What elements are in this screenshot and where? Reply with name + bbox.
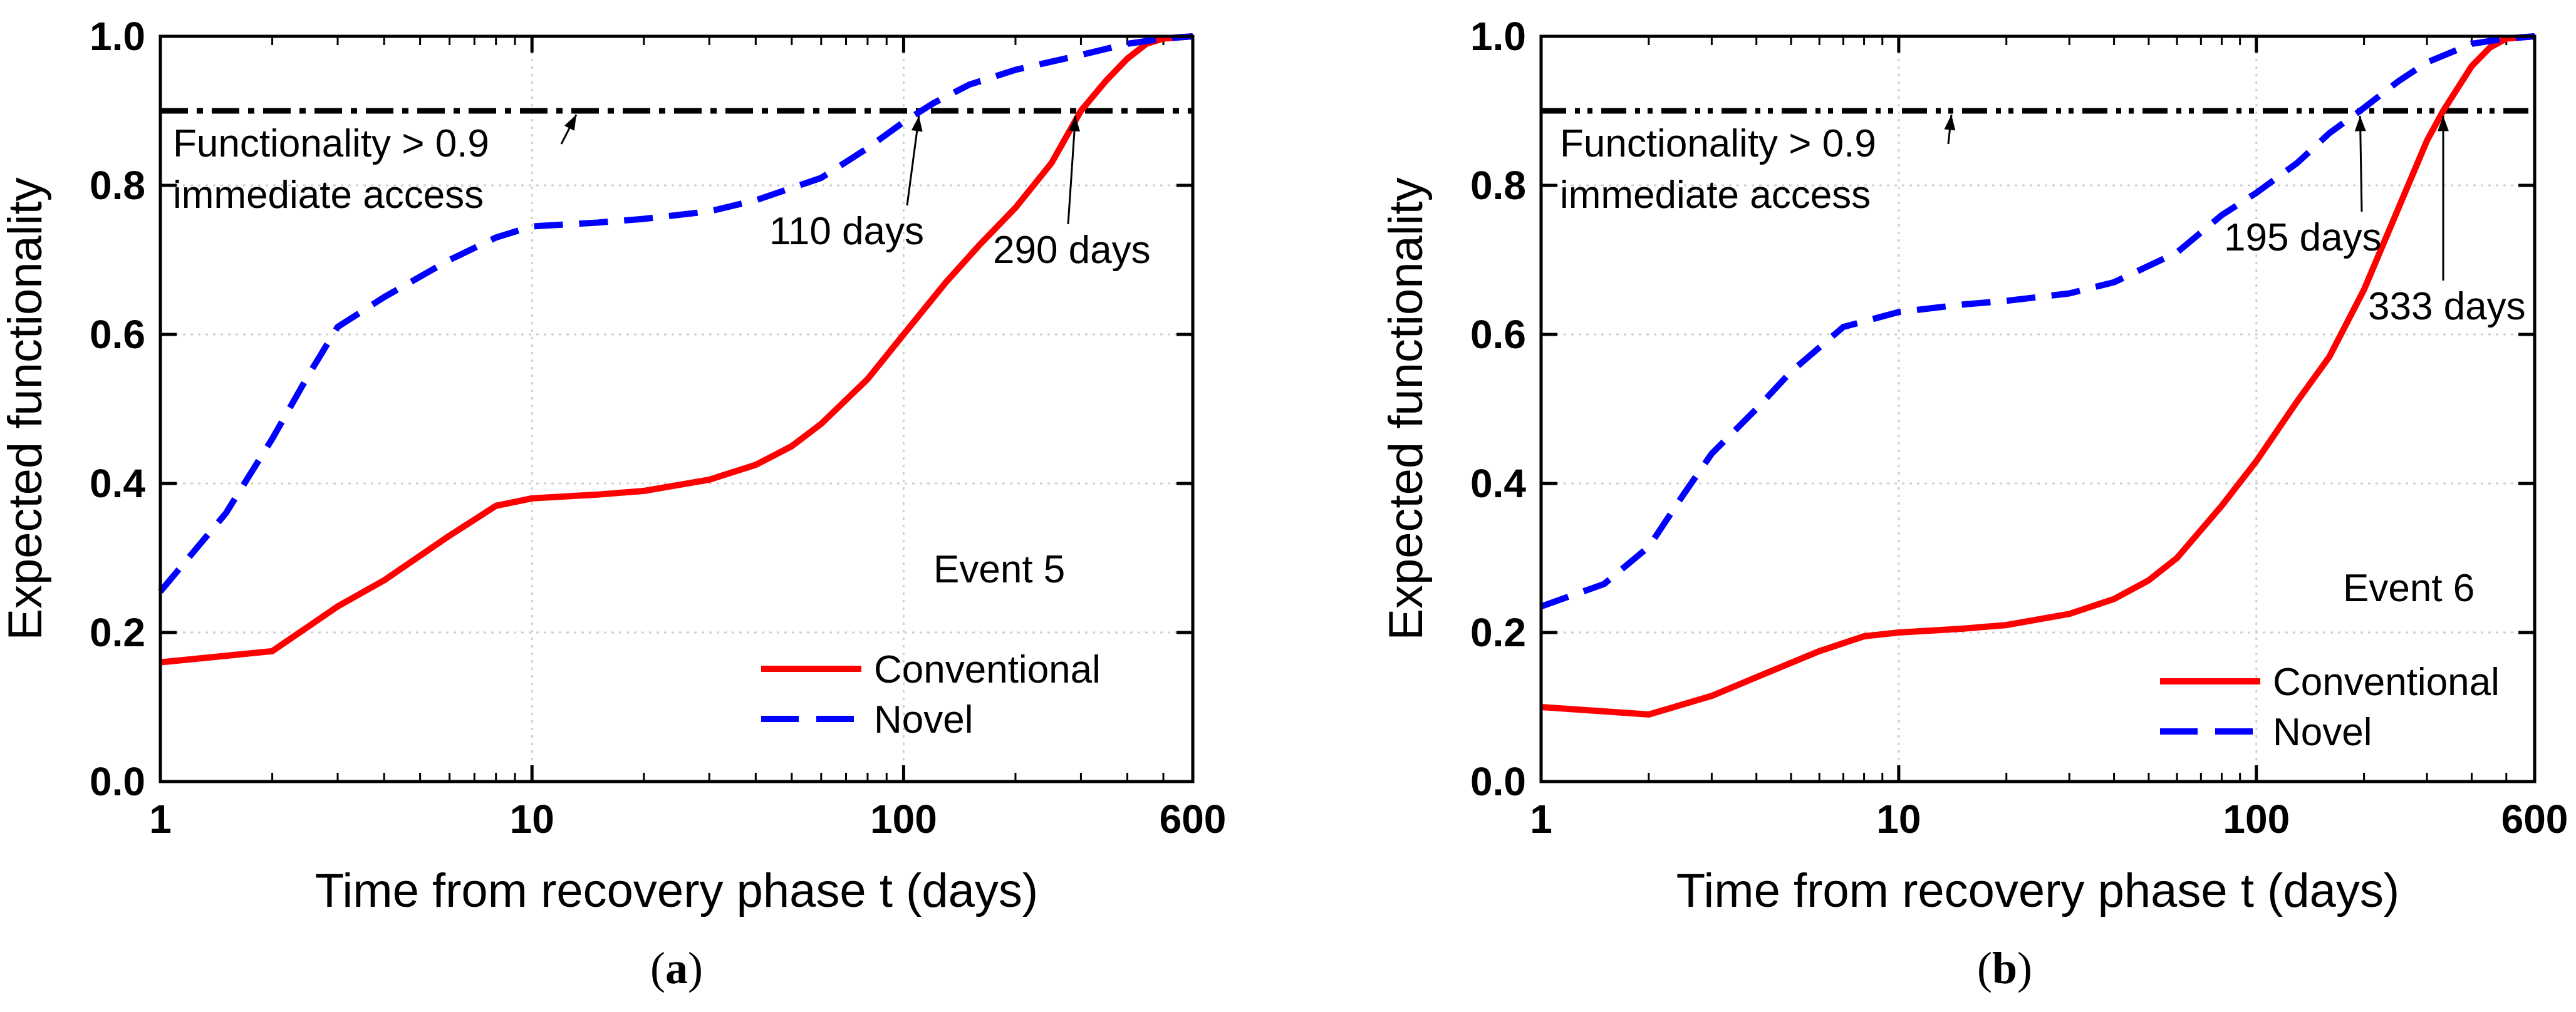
y-axis-title: Expected functionality: [1379, 177, 1433, 640]
day-annotation: 195 days: [2224, 216, 2382, 259]
series-line-novel: [158, 33, 1193, 594]
day-annotation: 333 days: [2368, 285, 2526, 328]
y-tick-label: 0.2: [90, 610, 145, 655]
threshold-arrow-head: [564, 115, 576, 131]
threshold-arrow-head: [1944, 115, 1956, 131]
day-annotation-arrow: [2359, 115, 2363, 212]
y-tick-label: 0.4: [1470, 461, 1526, 506]
series-line-conventional: [160, 33, 1193, 666]
panel-caption-letter: b: [1992, 943, 2017, 993]
day-annotation-arrow-head: [911, 116, 923, 132]
legend-label-conventional: Conventional: [874, 648, 1101, 691]
y-tick-label: 0.4: [90, 461, 145, 506]
threshold-label-line1: Functionality > 0.9: [1560, 122, 1876, 165]
day-annotation-arrow-head: [1069, 116, 1080, 132]
y-axis-title: Expected functionality: [0, 177, 52, 640]
x-tick-label: 10: [510, 797, 554, 842]
y-tick-label: 0.8: [90, 163, 145, 208]
legend-label-conventional: Conventional: [2273, 661, 2500, 704]
y-tick-label: 0.6: [1470, 312, 1526, 357]
threshold-label-line1: Functionality > 0.9: [173, 122, 489, 165]
y-tick-label: 0.0: [1470, 759, 1526, 804]
series-line-novel: [1540, 33, 2535, 610]
panel-caption: (a): [650, 943, 703, 993]
day-annotation-arrow-head: [2438, 116, 2449, 132]
x-tick-label: 100: [870, 797, 937, 842]
x-axis-title: Time from recovery phase t (days): [1676, 864, 2399, 917]
event-label: Event 5: [933, 548, 1065, 591]
y-tick-label: 0.2: [1470, 610, 1526, 655]
x-tick-label: 10: [1876, 797, 1921, 842]
legend-label-novel: Novel: [874, 698, 974, 741]
x-tick-label: 1: [149, 797, 172, 842]
panel-caption-letter: a: [665, 943, 688, 993]
y-tick-label: 0.8: [1470, 163, 1526, 208]
day-annotation-arrow: [1067, 115, 1077, 225]
threshold-label-line2: immediate access: [1560, 173, 1871, 217]
event-label: Event 6: [2343, 567, 2475, 610]
day-annotation: 110 days: [769, 210, 924, 253]
day-annotation-arrow-head: [2354, 116, 2366, 132]
y-tick-label: 0.0: [90, 759, 145, 804]
threshold-label-line2: immediate access: [173, 173, 484, 217]
y-tick-label: 0.6: [90, 312, 145, 357]
legend-label-novel: Novel: [2273, 711, 2372, 754]
series-line-conventional: [1540, 33, 2535, 718]
chart-panel-b: 1 10 100 600 0.0 0.2 0.4 0.6 0.8 1.0 Time from rec…: [1379, 14, 2568, 993]
y-tick-label: 1.0: [90, 14, 145, 59]
chart-panel-a: 1 10 100 600 0.0 0.2 0.4 0.6 0.8 1.0 Time from rec…: [0, 14, 1226, 993]
plot-frame: [158, 34, 1195, 783]
plot-frame: [1539, 34, 2537, 783]
x-tick-label: 100: [2223, 797, 2290, 842]
panel-caption: (b): [1977, 943, 2032, 993]
x-axis-title: Time from recovery phase t (days): [315, 864, 1038, 917]
day-annotation: 290 days: [993, 229, 1151, 272]
x-tick-label: 600: [2501, 797, 2568, 842]
x-tick-label: 600: [1160, 797, 1227, 842]
x-tick-label: 1: [1530, 797, 1552, 842]
y-tick-label: 1.0: [1470, 14, 1526, 59]
